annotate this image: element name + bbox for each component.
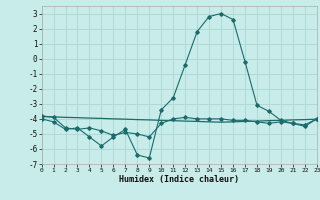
X-axis label: Humidex (Indice chaleur): Humidex (Indice chaleur) <box>119 175 239 184</box>
